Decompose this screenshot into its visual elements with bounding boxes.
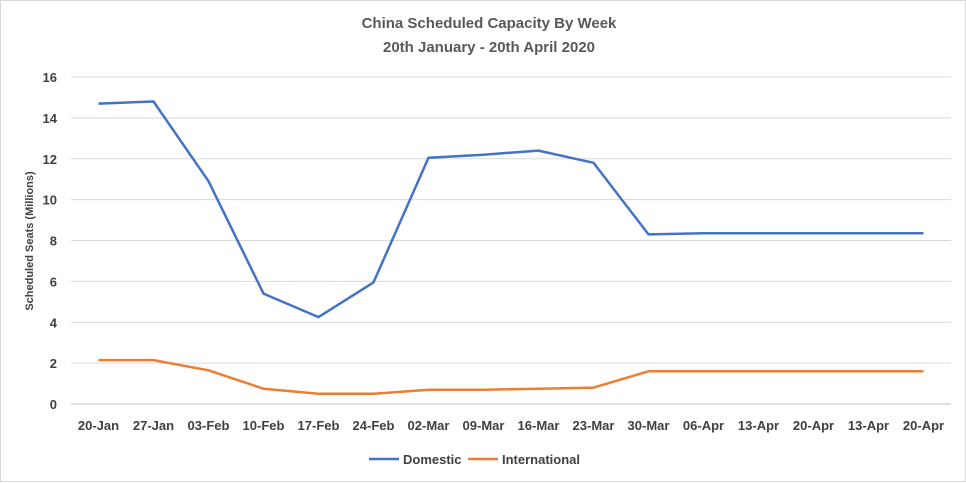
x-tick-label: 27-Jan — [133, 418, 174, 433]
y-axis-label: Scheduled Seats (Millions) — [24, 171, 36, 311]
x-tick-label: 16-Mar — [518, 418, 560, 433]
x-tick-label: 23-Mar — [573, 418, 615, 433]
y-tick-label: 14 — [43, 111, 58, 126]
x-tick-label: 02-Mar — [408, 418, 450, 433]
x-tick-label: 09-Mar — [463, 418, 505, 433]
y-tick-label: 6 — [50, 274, 57, 289]
y-tick-label: 10 — [43, 193, 57, 208]
series-line-international — [98, 358, 924, 396]
x-tick-label: 30-Mar — [628, 418, 670, 433]
legend-label: Domestic — [403, 452, 462, 467]
x-tick-label: 24-Feb — [353, 418, 395, 433]
x-tick-label: 06-Apr — [683, 418, 724, 433]
x-tick-label: 10-Feb — [243, 418, 285, 433]
series-line-domestic — [98, 100, 924, 319]
y-tick-label: 2 — [50, 356, 57, 371]
x-tick-label: 13-Apr — [848, 418, 889, 433]
x-tick-label: 17-Feb — [298, 418, 340, 433]
x-tick-label: 20-Jan — [78, 418, 119, 433]
legend: Domestic International — [369, 452, 580, 467]
y-tick-label: 8 — [50, 234, 57, 249]
x-tick-label: 20-Apr — [903, 418, 944, 433]
chart-title: China Scheduled Capacity By Week — [362, 15, 617, 32]
y-axis-ticks: 0 2 4 6 8 10 12 14 16 — [43, 70, 58, 412]
chart-subtitle: 20th January - 20th April 2020 — [383, 39, 595, 56]
series-lines — [98, 100, 924, 396]
y-tick-label: 4 — [50, 315, 58, 330]
y-tick-label: 12 — [43, 152, 57, 167]
gridlines — [71, 76, 951, 405]
x-tick-label: 13-Apr — [738, 418, 779, 433]
x-tick-label: 03-Feb — [188, 418, 230, 433]
x-tick-label: 20-Apr — [793, 418, 834, 433]
y-tick-label: 16 — [43, 70, 57, 85]
y-tick-label: 0 — [50, 397, 57, 412]
x-axis-ticks: 20-Jan 27-Jan 03-Feb 10-Feb 17-Feb 24-Feb 02-M… — [78, 418, 944, 433]
legend-label: International — [502, 452, 580, 467]
